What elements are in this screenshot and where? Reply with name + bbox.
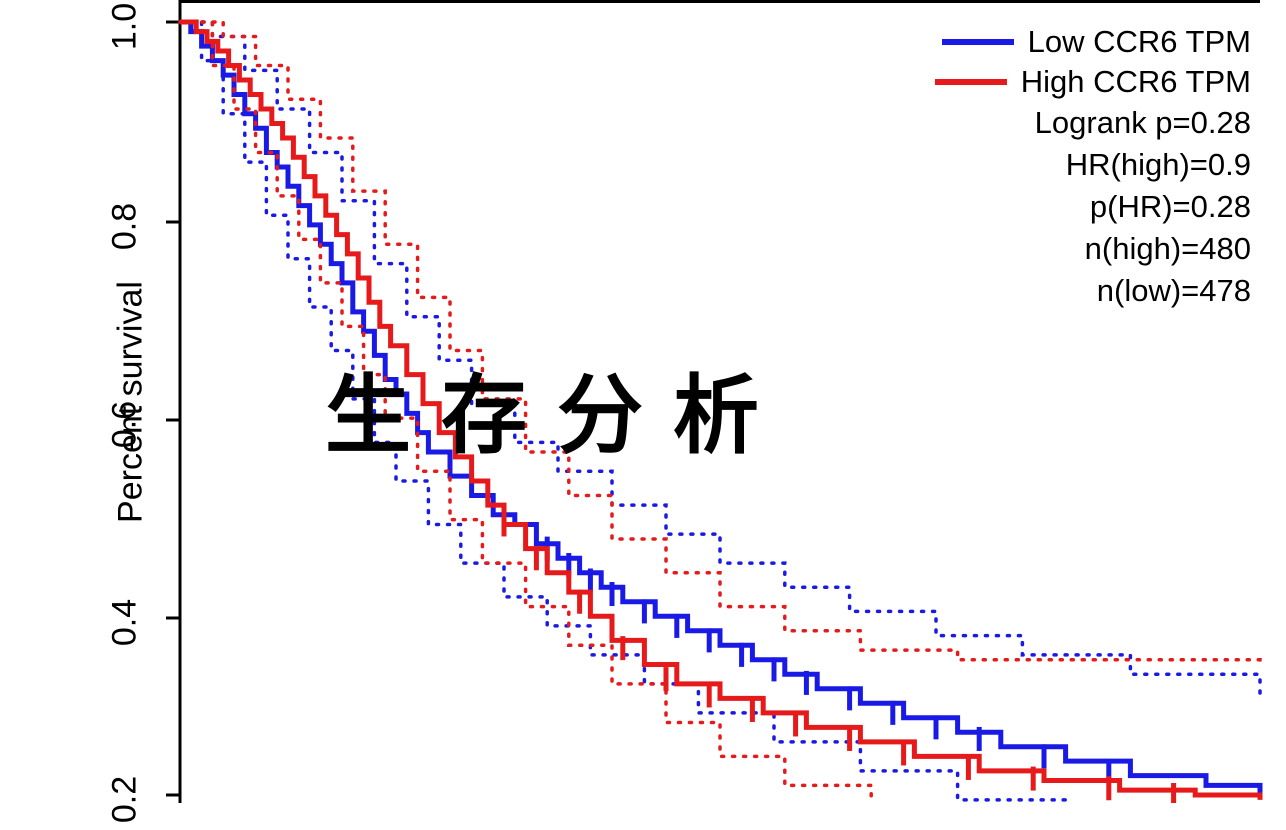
legend-label: High CCR6 TPM [1021, 64, 1251, 100]
survival-chart: Percent survival 生存分析 Low CCR6 TPMHigh C… [0, 0, 1286, 803]
legend: Low CCR6 TPM High CCR6 TPMLogrank p=0.28H… [935, 22, 1251, 312]
ytick-label: 0.8 [106, 197, 145, 257]
ytick-label: 0.6 [106, 395, 145, 455]
legend-item: High CCR6 TPM [935, 62, 1251, 102]
legend-swatch [942, 39, 1014, 45]
ytick-label: 1.0 [106, 0, 145, 57]
legend-label: Low CCR6 TPM [1028, 24, 1251, 60]
stat-line: p(HR)=0.28 [935, 186, 1251, 228]
stat-line: Logrank p=0.28 [935, 102, 1251, 144]
legend-item: Low CCR6 TPM [935, 22, 1251, 62]
stat-line: n(low)=478 [935, 270, 1251, 312]
stat-line: HR(high)=0.9 [935, 144, 1251, 186]
annotation-overlay: 生存分析 [325, 345, 789, 470]
stat-line: n(high)=480 [935, 228, 1251, 270]
ytick-label: 0.4 [106, 593, 145, 653]
legend-swatch [935, 79, 1007, 85]
ytick-label: 0.2 [106, 770, 145, 830]
